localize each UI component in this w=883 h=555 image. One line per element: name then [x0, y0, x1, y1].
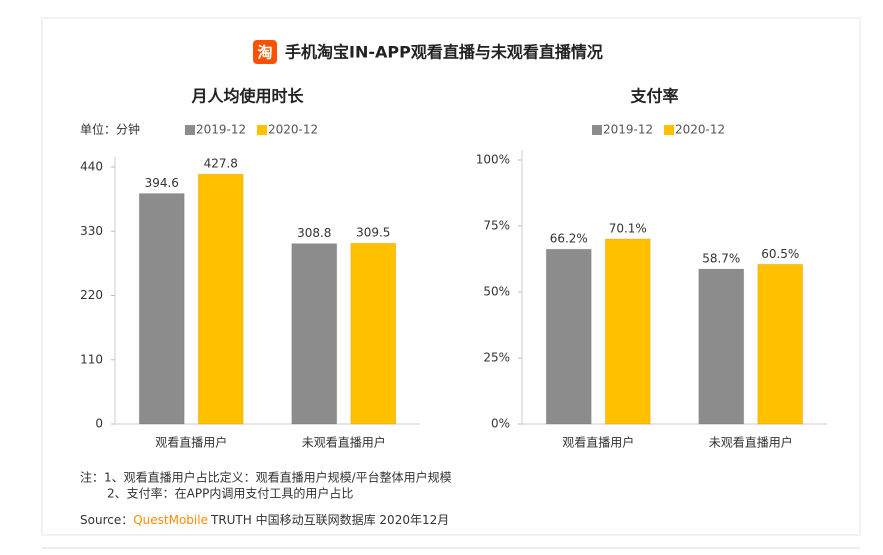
- note: 2、支付率：在APP内调用支付工具的用户占比: [107, 486, 353, 501]
- bar: [197, 173, 244, 425]
- value-label: 70.1%: [609, 221, 647, 235]
- legend-swatch: [664, 125, 674, 135]
- value-label: 58.7%: [702, 252, 740, 266]
- value-label: 308.8: [297, 226, 331, 240]
- y-tick-label: 75%: [483, 219, 510, 233]
- legend-swatch: [257, 125, 267, 135]
- note: 注：1、观看直播用户占比定义：观看直播用户规模/平台整体用户规模: [80, 470, 452, 485]
- bar: [757, 263, 804, 425]
- y-tick-label: 0%: [491, 417, 510, 431]
- app-icon-text: 淘: [256, 44, 272, 62]
- bar: [291, 243, 338, 425]
- bar: [350, 242, 397, 425]
- value-label: 394.6: [145, 176, 179, 190]
- page-title: 手机淘宝IN-APP观看直播与未观看直播情况: [285, 43, 603, 62]
- y-tick-label: 50%: [483, 285, 510, 299]
- y-tick-label: 330: [80, 224, 103, 238]
- legend-label: 2020-12: [268, 123, 318, 137]
- bar: [604, 238, 651, 425]
- bar: [138, 193, 185, 425]
- source: Source：QuestMobile TRUTH 中国移动互联网数据库 2020年…: [80, 512, 449, 527]
- unit-label: 单位：分钟: [80, 122, 140, 137]
- legend-swatch: [185, 125, 195, 135]
- value-label: 309.5: [356, 226, 390, 240]
- x-tick-label: 观看直播用户: [155, 435, 227, 450]
- bar: [698, 268, 745, 425]
- y-tick-label: 100%: [476, 153, 510, 167]
- y-tick-label: 25%: [483, 351, 510, 365]
- value-label: 427.8: [204, 157, 238, 171]
- source-brand: QuestMobile: [133, 513, 208, 527]
- bar: [545, 248, 592, 425]
- legend-label: 2019-12: [603, 123, 653, 137]
- y-tick-label: 0: [95, 417, 103, 431]
- y-tick-label: 110: [80, 352, 103, 366]
- y-tick-label: 220: [80, 288, 103, 302]
- app-icon: [253, 40, 277, 64]
- source-rest: TRUTH 中国移动互联网数据库 2020年12月: [210, 512, 449, 527]
- legend-swatch: [592, 125, 602, 135]
- x-tick-label: 未观看直播用户: [709, 435, 793, 450]
- chart-title: 支付率: [629, 87, 678, 106]
- x-tick-label: 观看直播用户: [562, 435, 634, 450]
- legend-label: 2020-12: [675, 123, 725, 137]
- value-label: 66.2%: [550, 232, 588, 246]
- value-label: 60.5%: [761, 247, 799, 261]
- chart-title: 月人均使用时长: [190, 87, 304, 106]
- x-tick-label: 未观看直播用户: [302, 435, 386, 450]
- legend-label: 2019-12: [196, 123, 246, 137]
- source-prefix: Source：: [80, 513, 133, 527]
- y-tick-label: 440: [80, 160, 103, 174]
